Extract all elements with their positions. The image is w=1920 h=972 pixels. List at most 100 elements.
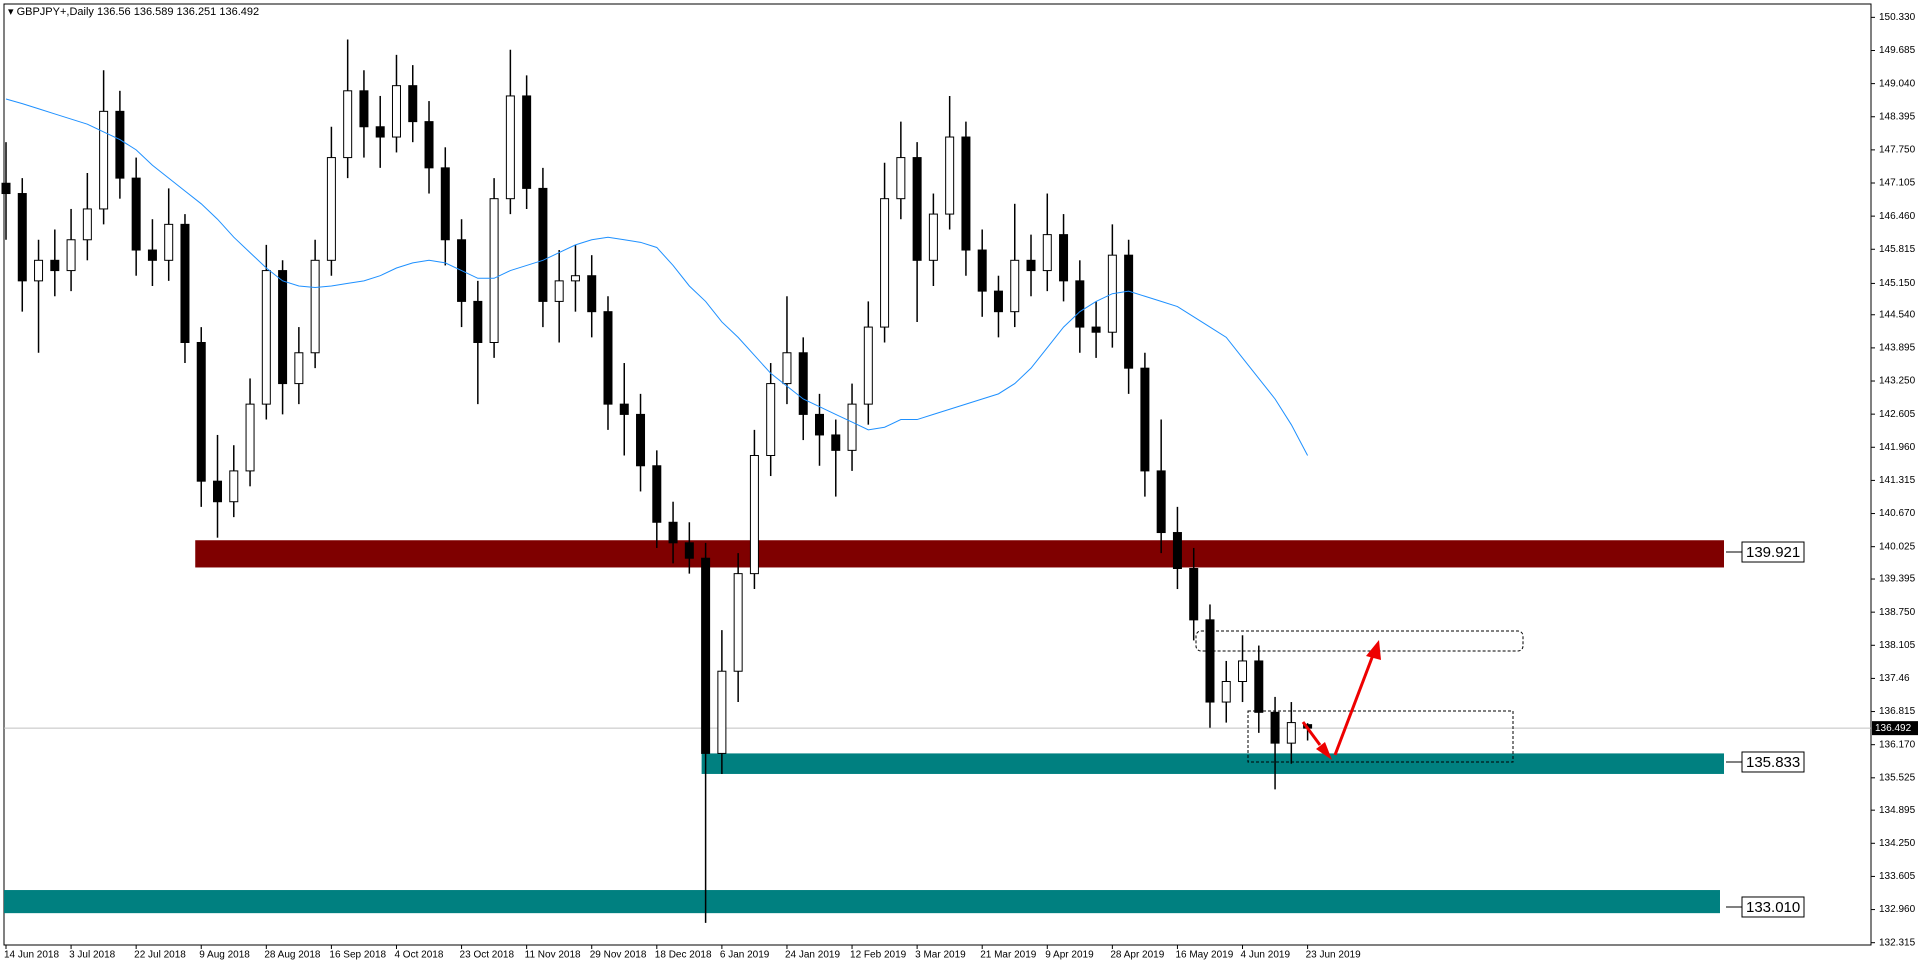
candle-body	[863, 326, 873, 405]
y-tick-label: 136.170	[1879, 739, 1916, 750]
y-tick-label: 149.040	[1879, 78, 1916, 89]
x-tick-label: 28 Apr 2019	[1110, 950, 1164, 961]
candle-body	[831, 434, 841, 451]
y-tick-label: 138.105	[1879, 640, 1916, 651]
candle-body	[1205, 619, 1215, 703]
candle-body	[798, 352, 808, 415]
candle-body	[619, 403, 629, 415]
price-tag	[1872, 721, 1918, 736]
candle-body	[587, 275, 597, 313]
arrow-down	[1301, 721, 1322, 746]
candle-body	[294, 352, 304, 385]
y-tick-label: 141.315	[1879, 475, 1916, 486]
zone-label-box	[1741, 541, 1805, 563]
candle-body	[847, 403, 857, 451]
candle-body	[961, 136, 971, 251]
zone-label-box	[1741, 896, 1805, 918]
candle-body	[359, 90, 369, 128]
candle-body	[115, 110, 125, 179]
plot-frame	[3, 3, 1872, 946]
zone-label: 133.010	[1746, 899, 1800, 916]
candle-body	[164, 223, 174, 261]
target-box	[1195, 630, 1524, 652]
candle-body	[782, 352, 792, 385]
y-tick-label: 137.46	[1879, 673, 1910, 684]
open: 136.56	[97, 6, 131, 18]
candle-body	[34, 259, 44, 282]
x-tick-label: 11 Nov 2018	[525, 950, 581, 961]
y-tick-label: 136.815	[1879, 706, 1916, 717]
candle-body	[815, 413, 824, 436]
candle-body	[50, 259, 60, 272]
zone	[195, 540, 1725, 568]
candle-body	[245, 403, 255, 472]
x-tick-label: 18 Dec 2018	[655, 950, 712, 961]
candle-body	[1189, 567, 1199, 621]
candle-body	[896, 157, 906, 200]
candle-body	[66, 239, 76, 272]
zone	[701, 753, 1724, 774]
y-tick-label: 147.750	[1879, 145, 1916, 156]
candle-body	[440, 167, 450, 241]
x-tick-label: 3 Mar 2019	[915, 950, 966, 961]
x-tick-label: 23 Oct 2018	[460, 950, 515, 961]
y-tick-label: 135.525	[1879, 772, 1916, 783]
candle-body	[993, 290, 1003, 313]
candle-body	[912, 157, 922, 261]
x-tick-label: 28 Aug 2018	[264, 950, 321, 961]
candle-body	[1221, 680, 1231, 703]
y-tick-label: 142.605	[1879, 409, 1916, 420]
candle-body	[570, 275, 580, 282]
y-tick-label: 148.395	[1879, 111, 1916, 122]
range-box	[1247, 710, 1514, 763]
x-tick-label: 21 Mar 2019	[980, 950, 1037, 961]
candle-body	[473, 300, 483, 343]
y-tick-label: 139.395	[1879, 574, 1916, 585]
x-tick-label: 9 Aug 2018	[199, 950, 250, 961]
x-tick-label: 4 Oct 2018	[394, 950, 443, 961]
candle-body	[17, 193, 27, 282]
x-tick-label: 4 Jun 2019	[1241, 950, 1291, 961]
x-tick-label: 23 Jun 2019	[1306, 950, 1361, 961]
y-tick-label: 145.815	[1879, 244, 1916, 255]
candle-body	[1270, 711, 1280, 744]
candle-body	[1238, 660, 1248, 682]
candle-body	[1254, 660, 1264, 713]
y-tick-label: 141.960	[1879, 442, 1916, 453]
candle-body	[391, 85, 401, 138]
y-tick-label: 145.150	[1879, 278, 1916, 289]
zone-label: 135.833	[1746, 754, 1800, 771]
candle-body	[717, 670, 727, 754]
x-tick-label: 29 Nov 2018	[590, 950, 647, 961]
y-tick-label: 143.895	[1879, 343, 1916, 354]
candle-body	[1156, 470, 1166, 534]
candle-body	[522, 95, 532, 189]
candle-body	[701, 557, 711, 754]
candle-body	[538, 187, 548, 302]
moving-average	[5, 98, 1309, 456]
arrow-head	[1316, 742, 1332, 760]
candle-body	[977, 249, 987, 292]
chart-title: ▾ GBPJPY+,Daily 136.56 136.589 136.251 1…	[8, 6, 259, 18]
x-tick-label: 3 Jul 2018	[69, 950, 116, 961]
candle-body	[213, 480, 223, 503]
candle-body	[1010, 259, 1020, 313]
candle-body	[603, 311, 613, 405]
candle-body	[1172, 532, 1182, 569]
high: 136.589	[134, 6, 174, 18]
candle-body	[180, 223, 190, 343]
arrow-head	[1366, 640, 1381, 660]
candle-body	[82, 208, 92, 241]
y-tick-label: 140.670	[1879, 508, 1916, 519]
x-tick-label: 6 Jan 2019	[720, 950, 770, 961]
x-tick-label: 9 Apr 2019	[1045, 950, 1094, 961]
candle-body	[147, 249, 157, 261]
y-tick-label: 132.315	[1879, 937, 1916, 948]
candle-body	[1042, 234, 1052, 272]
candle-body	[1124, 254, 1134, 369]
candle-body	[196, 341, 206, 482]
candle-body	[880, 198, 890, 328]
candle-body	[310, 259, 320, 354]
x-tick-label: 16 Sep 2018	[329, 950, 386, 961]
